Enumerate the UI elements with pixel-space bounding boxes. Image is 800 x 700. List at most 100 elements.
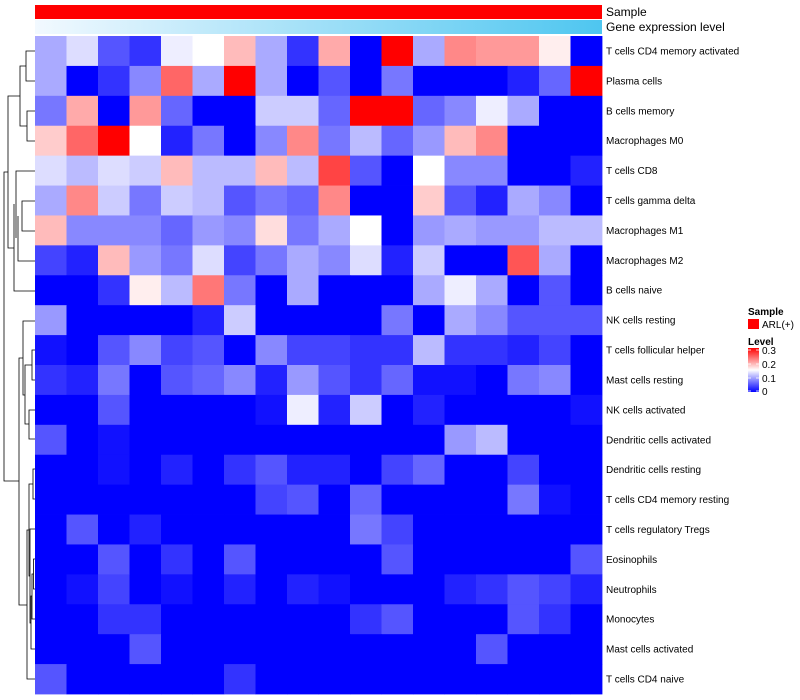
heatmap-cell [476,36,508,67]
heatmap-cell [192,215,225,246]
heatmap-cell [444,36,477,67]
heatmap-cell [476,65,508,97]
heatmap-cell [192,424,225,456]
heatmap-cell [539,424,571,456]
gene-expression-annotation-bar [35,20,602,34]
heatmap-cell [350,125,382,157]
heatmap-cell [255,36,288,67]
heatmap-cell [507,215,540,246]
heatmap-cell [539,604,571,635]
row-label: Mast cells resting [606,375,683,386]
heatmap-cell [476,305,508,336]
heatmap-cell [35,125,67,157]
heatmap-cell [35,424,67,456]
heatmap-cell [570,185,603,216]
heatmap-cell [35,454,67,486]
heatmap-cell [161,95,193,127]
heatmap-cell [476,155,508,186]
heatmap-cell [476,95,508,127]
row-label: T cells CD8 [606,166,658,177]
heatmap-cell [98,544,130,575]
heatmap-cell [98,215,130,246]
row-label: T cells CD4 memory resting [606,495,729,506]
heatmap-cell [98,275,130,306]
level-tick-label: 0.1 [762,374,776,385]
heatmap-cell [35,365,67,396]
heatmap-cell [350,365,382,396]
heatmap-cell [35,574,67,605]
heatmap-cell [570,394,603,426]
sample-legend-title: Sample [748,307,784,318]
heatmap-cell [507,604,540,635]
heatmap-cell [539,335,571,366]
heatmap-cell [350,335,382,366]
row-label: NK cells activated [606,405,685,416]
heatmap-cell [66,215,99,246]
heatmap-cell [224,185,256,216]
heatmap-cell [192,185,225,216]
heatmap-cell [66,65,99,97]
heatmap-cell [413,394,445,426]
heatmap-cell [192,365,225,396]
heatmap-cell [35,514,67,545]
heatmap-cell [161,155,193,186]
heatmap-cell [192,664,225,695]
heatmap-cell [255,245,288,276]
heatmap-cell [66,634,99,665]
heatmap-cell [161,604,193,635]
heatmap-cell [129,275,162,306]
heatmap-cell [98,424,130,456]
heatmap-cell [318,664,351,695]
heatmap-cell [161,634,193,665]
heatmap-cell [98,65,130,97]
heatmap-cell [161,335,193,366]
heatmap-cell [98,604,130,635]
heatmap-cell [224,484,256,515]
heatmap-cell [287,155,319,186]
heatmap-cell [476,125,508,157]
heatmap-cell [350,155,382,186]
heatmap-cell [507,185,540,216]
heatmap-cell [350,424,382,456]
heatmap-cell [192,544,225,575]
heatmap-cell [161,544,193,575]
heatmap-cell [570,155,603,186]
heatmap-cell [318,215,351,246]
heatmap-cell [350,634,382,665]
heatmap-cell [129,215,162,246]
heatmap-cell [161,65,193,97]
heatmap-cell [255,125,288,157]
heatmap-cell [507,365,540,396]
heatmap-cells [35,36,603,695]
heatmap-cell [287,604,319,635]
heatmap-cell [287,365,319,396]
row-label: T cells regulatory Tregs [606,525,710,536]
heatmap-cell [255,365,288,396]
heatmap-cell [444,335,477,366]
heatmap-cell [381,335,414,366]
heatmap-cell [255,335,288,366]
heatmap-cell [192,454,225,486]
heatmap-cell [350,65,382,97]
row-label: T cells CD4 memory activated [606,46,739,57]
heatmap-cell [507,275,540,306]
heatmap-cell [444,394,477,426]
heatmap-cell [381,365,414,396]
heatmap-cell [350,574,382,605]
heatmap-cell [539,155,571,186]
heatmap-cell [444,365,477,396]
heatmap-cell [413,305,445,336]
heatmap-cell [476,365,508,396]
heatmap-cell [444,185,477,216]
heatmap-cell [318,604,351,635]
heatmap-cell [35,544,67,575]
heatmap-cell [539,394,571,426]
heatmap-cell [161,125,193,157]
heatmap-cell [318,155,351,186]
heatmap-cell [476,664,508,695]
heatmap-cell [255,305,288,336]
row-label: NK cells resting [606,316,675,327]
heatmap-cell [35,484,67,515]
heatmap-cell [413,664,445,695]
heatmap-cell [413,365,445,396]
